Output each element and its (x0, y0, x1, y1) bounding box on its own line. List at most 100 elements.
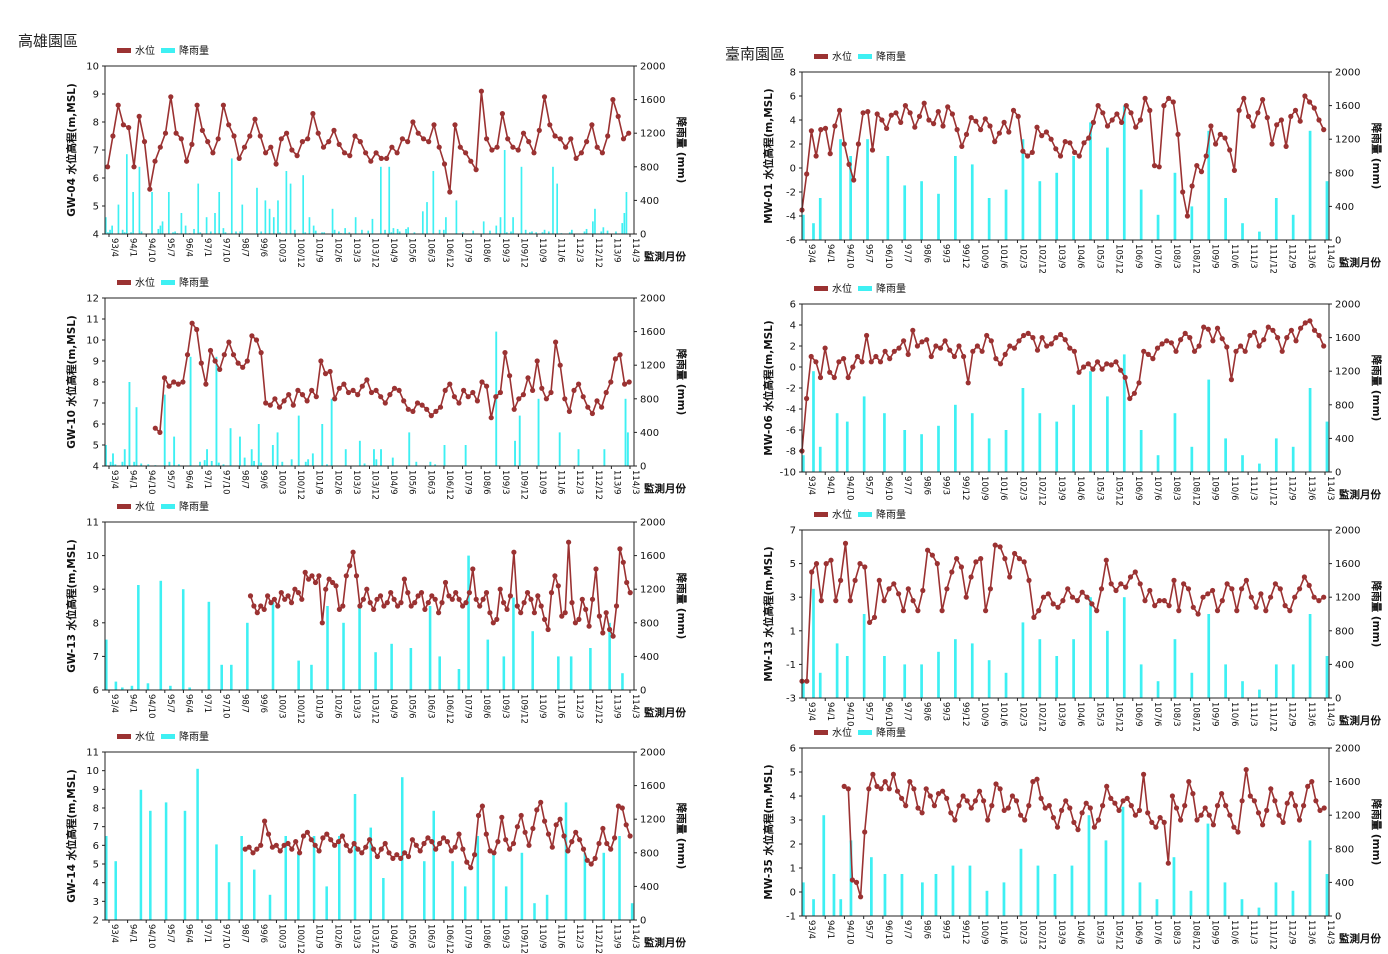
level-point (1085, 361, 1091, 367)
level-point (491, 850, 497, 856)
level-point (1263, 608, 1269, 614)
level-point (894, 788, 901, 794)
rain-bar (203, 460, 206, 466)
level-point (985, 817, 991, 823)
level-point (592, 855, 598, 861)
level-point (543, 396, 549, 402)
rain-bar (464, 445, 467, 466)
y-tick-label: 6 (93, 420, 99, 431)
x-tick-label: 94/10 (844, 476, 854, 501)
level-point (273, 161, 279, 167)
x-tick-label: 102/12 (1037, 920, 1047, 950)
level-point (340, 603, 346, 609)
x-tick-label: 96/4 (183, 694, 193, 713)
rain-bar (205, 217, 208, 234)
rain-bar (408, 432, 411, 466)
level-point (1122, 374, 1128, 381)
x-tick-label: 113/6 (1306, 702, 1316, 727)
level-point (841, 356, 847, 362)
rain-bar (354, 217, 357, 234)
y-tick-label: 2 (790, 140, 796, 151)
y2-tick-label: 0 (1335, 236, 1341, 247)
level-point (1277, 586, 1283, 592)
level-point (944, 586, 950, 592)
level-point (545, 626, 551, 633)
rain-bar (429, 461, 432, 466)
level-point (1258, 591, 1264, 597)
y2-tick-label: 2000 (640, 748, 665, 759)
x-tick-label: 110/9 (537, 470, 547, 495)
rain-bar (1173, 172, 1177, 240)
x-tick-label: 111/6 (556, 924, 566, 949)
level-point (937, 345, 944, 351)
level-point (231, 133, 237, 139)
level-point (1311, 594, 1317, 600)
level-point (920, 587, 926, 594)
level-point (992, 139, 998, 145)
x-tick-label: 94/10 (146, 238, 156, 263)
level-point (483, 590, 490, 596)
level-point (822, 345, 828, 351)
level-point (431, 122, 437, 128)
level-point (1010, 107, 1017, 113)
x-tick-label: 102/6 (332, 470, 342, 495)
rain-bar (1291, 214, 1295, 240)
level-point (896, 345, 902, 351)
level-point (862, 564, 868, 570)
level-point (1081, 140, 1087, 146)
level-point (862, 829, 868, 835)
rain-bar (326, 606, 329, 690)
level-point (1278, 117, 1284, 123)
level-point (470, 389, 476, 396)
level-point (518, 610, 524, 616)
level-point (534, 358, 540, 364)
level-point (1316, 332, 1322, 339)
legend-label-rain: 降雨量 (179, 500, 209, 513)
rain-bar (188, 687, 191, 690)
level-point (507, 373, 513, 379)
level-point (1116, 807, 1122, 813)
rain-bar (445, 217, 447, 234)
y2-tick-label: 0 (640, 230, 646, 241)
x-axis: 93/4 94/1 94/10 95/7 96/4 97/1 97/10 98/7 99/6 10… (108, 690, 640, 724)
level-point (357, 139, 363, 145)
y2-axis-title: 降雨量 (mm) (1370, 355, 1383, 422)
level-point (1067, 345, 1073, 351)
level-point (409, 837, 415, 843)
x-tick-label: 99/3 (941, 702, 951, 721)
rain-bar (325, 886, 328, 920)
level-point (1251, 798, 1257, 804)
legend-label-level: 水位 (135, 730, 155, 743)
level-point (1065, 586, 1071, 592)
level-point (408, 603, 414, 609)
level-point (1170, 99, 1176, 105)
level-point (890, 771, 896, 777)
level-point (521, 600, 527, 606)
level-point (326, 576, 332, 582)
rain-bar (543, 229, 546, 234)
level-point (1202, 805, 1208, 811)
rain-bar (421, 211, 424, 234)
rain-bar (585, 228, 588, 234)
level-point (1009, 793, 1015, 799)
rain-bar (207, 601, 211, 690)
x-tick-label: 93/4 (806, 920, 816, 939)
rain-bar (432, 171, 435, 234)
x-tick-label: 102/6 (332, 924, 342, 949)
rain-bar (181, 589, 185, 690)
level-point (381, 603, 387, 609)
rain-bar (623, 213, 626, 234)
level-point (494, 616, 500, 622)
x-tick-label: 95/7 (864, 702, 874, 721)
level-point (1109, 117, 1115, 123)
rain-bar (405, 228, 407, 234)
level-point (1154, 345, 1161, 351)
y-tick-label: -10 (780, 468, 796, 479)
level-point (973, 559, 979, 565)
x-tick-label: 94/10 (844, 702, 854, 727)
x-tick-label: 99/3 (941, 244, 951, 263)
rain-bar (268, 208, 271, 234)
level-point (1036, 608, 1042, 614)
rain-bar (1241, 681, 1244, 698)
